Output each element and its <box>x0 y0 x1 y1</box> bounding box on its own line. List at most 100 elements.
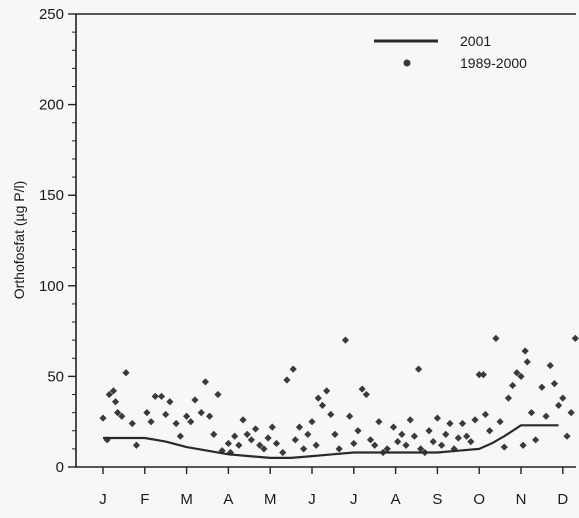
data-point <box>268 423 276 431</box>
y-tick-label: 100 <box>39 278 64 295</box>
data-point <box>559 394 567 402</box>
data-point <box>187 418 195 426</box>
data-point <box>231 432 239 440</box>
data-point <box>504 394 513 402</box>
data-point <box>433 414 441 422</box>
data-point <box>446 419 454 428</box>
x-tick-label: M <box>180 491 193 508</box>
data-point <box>532 436 540 444</box>
data-point <box>538 383 546 391</box>
data-point <box>454 434 462 442</box>
x-tick-label: F <box>140 491 149 508</box>
data-point <box>300 445 308 453</box>
data-point <box>341 336 350 344</box>
data-point <box>218 447 226 455</box>
series-line-2001 <box>103 424 559 459</box>
data-point <box>318 401 327 409</box>
data-point <box>555 401 563 409</box>
plot-frame <box>75 13 576 468</box>
data-point <box>118 412 126 420</box>
data-point <box>542 412 550 420</box>
data-point <box>521 347 529 355</box>
y-axis-label: Orthofosfat (µg P/l) <box>11 181 27 300</box>
data-point <box>425 427 433 435</box>
y-tick-label: 200 <box>39 97 64 114</box>
x-tick-label: A <box>223 491 233 508</box>
data-point <box>527 409 536 417</box>
y-tick-label: 150 <box>39 187 64 204</box>
data-point <box>304 430 312 438</box>
data-point <box>256 441 264 449</box>
data-point <box>239 416 247 424</box>
legend-dot-swatch <box>403 59 411 67</box>
data-point <box>132 441 141 449</box>
data-point <box>463 432 471 440</box>
data-point <box>157 392 166 400</box>
data-point <box>479 370 487 379</box>
data-point <box>210 430 218 438</box>
data-point <box>335 445 343 453</box>
x-tick-label: J <box>308 491 316 508</box>
data-point <box>486 427 494 435</box>
data-point <box>437 441 446 449</box>
data-point <box>166 398 174 406</box>
data-point <box>517 372 525 380</box>
data-point <box>471 416 479 424</box>
scatter-series <box>99 334 579 457</box>
data-point <box>366 436 375 444</box>
data-point <box>214 390 222 399</box>
y-tick-label: 250 <box>39 6 64 23</box>
data-point <box>323 387 331 395</box>
data-point <box>243 430 251 438</box>
x-tick-label: J <box>350 491 358 508</box>
data-point <box>442 430 450 438</box>
data-point <box>492 334 500 342</box>
data-point <box>406 416 414 424</box>
data-point <box>496 418 504 426</box>
data-point <box>550 380 559 388</box>
data-point <box>414 365 423 373</box>
data-point <box>176 432 184 440</box>
data-point <box>509 381 517 390</box>
x-tick-label: A <box>391 491 401 508</box>
data-point <box>362 390 370 399</box>
data-point <box>331 430 339 438</box>
data-point <box>350 439 358 448</box>
x-tick-label: J <box>99 491 107 508</box>
data-point <box>314 394 322 402</box>
data-point <box>151 392 159 400</box>
data-point <box>172 419 180 428</box>
line-series <box>103 424 559 459</box>
data-point <box>563 432 571 440</box>
x-tick-label: O <box>473 491 485 508</box>
data-point <box>389 423 398 431</box>
data-point <box>122 369 130 377</box>
data-point <box>283 376 291 384</box>
x-tick-label: M <box>264 491 277 508</box>
data-point <box>371 441 379 449</box>
data-point <box>327 410 335 419</box>
data-point <box>567 409 575 417</box>
data-point <box>375 418 383 426</box>
legend-label-1989-2000: 1989-2000 <box>460 55 527 71</box>
data-point <box>279 448 287 457</box>
data-point <box>519 441 527 449</box>
legend: 2001 1989-2000 <box>374 33 527 71</box>
data-point <box>481 410 490 419</box>
data-point <box>417 445 425 453</box>
data-point <box>114 409 122 417</box>
x-tick-label: N <box>516 491 527 508</box>
data-point <box>162 410 170 419</box>
data-point <box>109 387 118 395</box>
data-point <box>191 396 199 404</box>
data-point <box>358 385 366 393</box>
data-point <box>546 361 554 370</box>
data-point <box>354 427 362 435</box>
data-point <box>201 378 210 386</box>
data-point <box>308 418 316 426</box>
data-point <box>383 445 391 453</box>
data-point <box>398 430 406 438</box>
data-point <box>251 425 260 433</box>
data-point <box>183 412 191 420</box>
data-point <box>247 436 255 444</box>
